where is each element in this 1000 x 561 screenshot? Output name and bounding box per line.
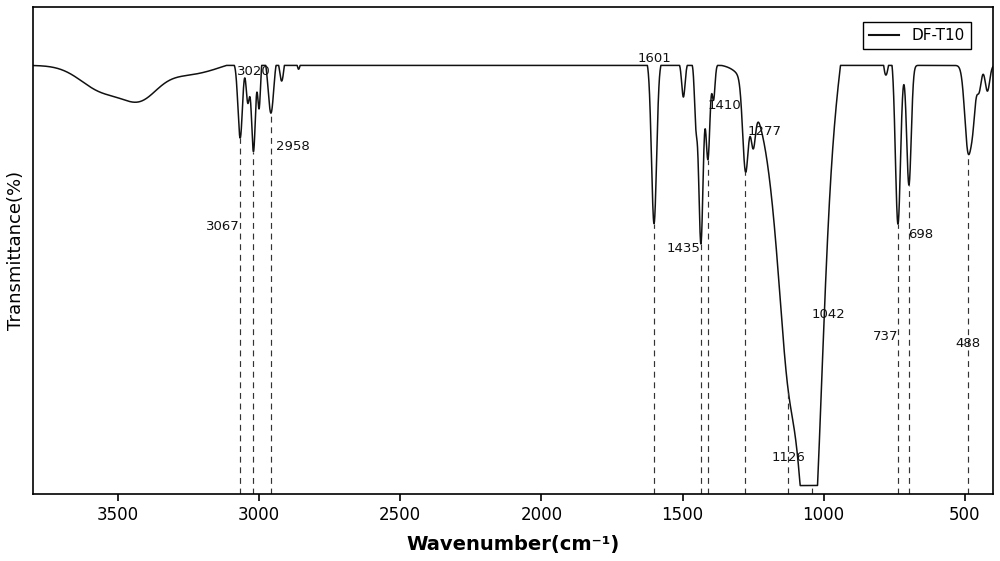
Legend: DF-T10: DF-T10 xyxy=(863,22,971,49)
X-axis label: Wavenumber(cm⁻¹): Wavenumber(cm⁻¹) xyxy=(407,535,620,554)
Text: 1042: 1042 xyxy=(812,308,846,321)
Text: 1601: 1601 xyxy=(637,52,671,66)
Text: 737: 737 xyxy=(872,330,898,343)
Text: 1126: 1126 xyxy=(771,451,805,464)
Text: 3067: 3067 xyxy=(206,220,240,233)
Text: 488: 488 xyxy=(956,337,981,351)
Text: 698: 698 xyxy=(908,228,933,241)
Text: 3020: 3020 xyxy=(237,65,270,77)
Text: 2958: 2958 xyxy=(276,140,310,153)
Y-axis label: Transmittance(%): Transmittance(%) xyxy=(7,171,25,330)
Text: 1410: 1410 xyxy=(708,99,742,112)
Text: 1277: 1277 xyxy=(747,126,781,139)
Text: 1435: 1435 xyxy=(667,242,701,255)
